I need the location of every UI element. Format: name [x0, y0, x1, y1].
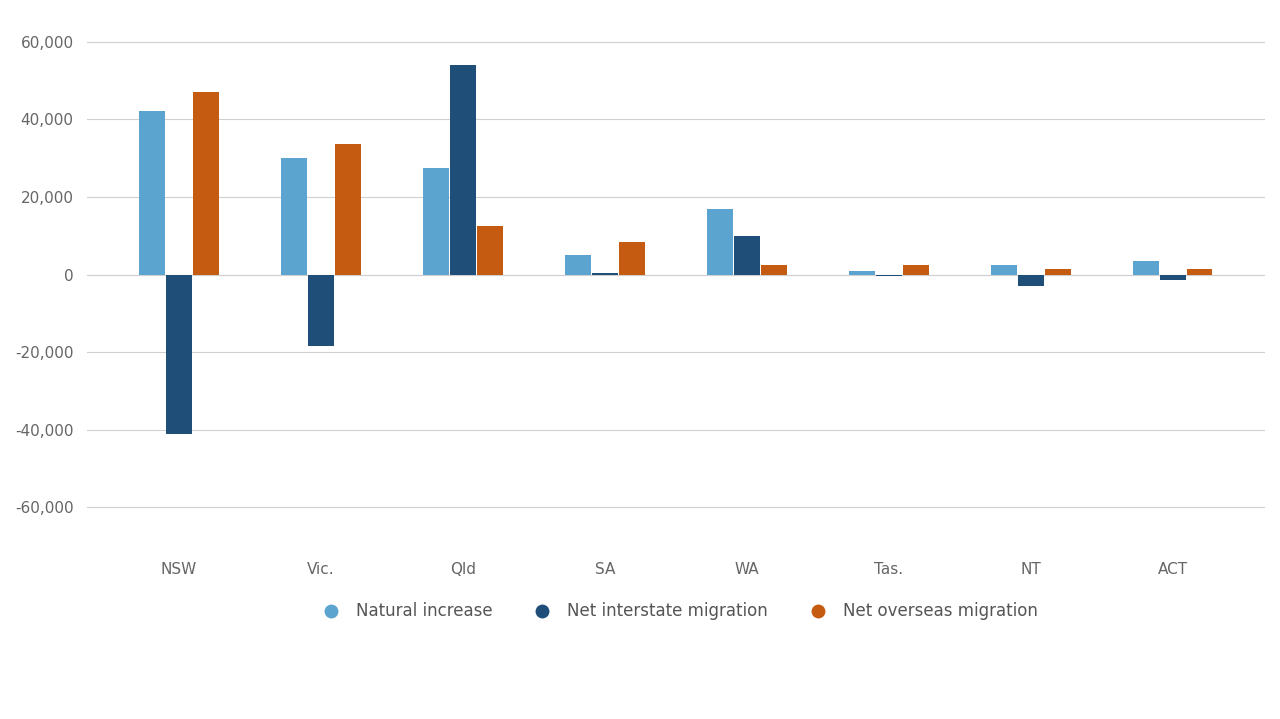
Bar — [902, 265, 928, 275]
Bar — [1044, 269, 1070, 275]
Bar — [451, 65, 476, 275]
Bar — [166, 275, 192, 434]
Bar — [849, 270, 874, 275]
Bar — [477, 226, 503, 275]
Bar — [1018, 275, 1043, 286]
Bar — [707, 209, 732, 275]
Bar — [762, 265, 787, 275]
Legend: Natural increase, Net interstate migration, Net overseas migration: Natural increase, Net interstate migrati… — [307, 596, 1044, 627]
Bar — [1187, 269, 1212, 275]
Bar — [735, 236, 759, 275]
Bar — [193, 92, 219, 275]
Bar — [1133, 261, 1158, 275]
Bar — [566, 255, 591, 275]
Bar — [991, 265, 1016, 275]
Bar — [335, 145, 361, 275]
Bar — [620, 242, 645, 275]
Bar — [876, 275, 901, 277]
Bar — [593, 273, 618, 275]
Bar — [1160, 275, 1185, 280]
Bar — [308, 275, 334, 347]
Bar — [282, 158, 307, 275]
Bar — [424, 168, 449, 275]
Bar — [140, 111, 165, 275]
